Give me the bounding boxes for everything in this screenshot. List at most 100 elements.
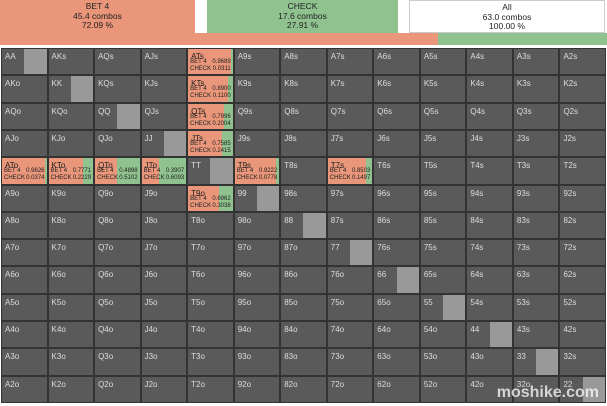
hand-cell: 63o	[373, 348, 420, 376]
check-fill	[116, 158, 140, 184]
hand-label: AQo	[5, 106, 22, 116]
strategy-row: CHECK 0.0374	[4, 175, 45, 181]
hand-cell: 53s	[512, 293, 560, 322]
hand-cell: A4s	[466, 48, 513, 76]
hand-label: 92s	[563, 188, 577, 198]
hand-cell: 93o	[233, 348, 281, 376]
hand-label: 52o	[423, 379, 438, 389]
hand-label: 84s	[470, 215, 484, 225]
hand-cell: K2o	[47, 375, 95, 403]
hand-cell: Q3o	[94, 348, 141, 376]
hand-label: K7s	[330, 79, 345, 89]
action-freq: 0.1497	[351, 175, 371, 182]
hand-cell: T6o	[187, 266, 234, 294]
hand-cell: A3o	[1, 348, 48, 376]
hand-label: 97o	[237, 243, 252, 253]
hand-cell: A7o	[1, 239, 48, 267]
hand-cell: 92o	[233, 375, 281, 403]
hand-cell: T4s	[466, 157, 513, 185]
hand-cell: 85o	[280, 293, 327, 322]
hand-cell: J3s	[512, 129, 560, 158]
hand-cell: 86s	[373, 211, 420, 240]
hand-label: 77	[330, 243, 340, 253]
hand-label: T9o	[191, 188, 205, 198]
action-freq: 0.7771	[72, 168, 92, 175]
hand-label: Q7s	[330, 106, 346, 116]
hand-label: 32o	[516, 379, 531, 389]
hand-cell: QJs	[140, 102, 188, 130]
hand-cell: K8s	[280, 75, 327, 103]
hand-cell: AA	[1, 48, 48, 76]
hand-cell: 43s	[512, 321, 560, 349]
hand-cell: T3o	[187, 348, 234, 376]
hand-cell: K4o	[47, 321, 95, 349]
hand-cell: KJo	[47, 129, 95, 158]
hand-cell: 95s	[419, 184, 467, 212]
action-label: BET 4	[329, 168, 347, 175]
hand-cell: 85s	[419, 211, 467, 240]
hand-label: 95o	[237, 297, 252, 307]
hand-cell: KQo	[47, 102, 95, 130]
hand-cell: T9o BET 4 0.6962 CHECK 0.3038	[187, 184, 234, 212]
summary-box: All 63.0 combos 100.00 %	[409, 0, 605, 33]
hand-cell: A2o	[1, 375, 48, 403]
hand-label: KTs	[191, 79, 205, 89]
hand-cell: 72o	[326, 375, 374, 403]
action-freq: 0.5102	[119, 175, 138, 182]
hand-cell: T4o	[187, 321, 234, 349]
hand-cell: 84o	[280, 321, 327, 349]
hand-label: 94s	[470, 188, 484, 198]
bet-fill	[141, 158, 159, 184]
hand-label: 44	[470, 325, 480, 335]
hand-label: A7o	[5, 243, 20, 253]
hand-cell: AKo	[1, 75, 48, 103]
hand-label: 75s	[423, 243, 437, 253]
hand-label: KTo	[51, 161, 66, 171]
pair-weight	[443, 294, 466, 321]
hand-cell: A6o	[1, 266, 48, 294]
hand-cell: J3o	[140, 348, 188, 376]
strategy-row: CHECK 0.2415	[190, 148, 231, 154]
hand-label: T8s	[284, 161, 298, 171]
hand-label: Q9o	[98, 188, 114, 198]
hand-label: KQs	[98, 79, 114, 89]
check-fill	[223, 103, 233, 129]
hand-label: QJo	[98, 133, 113, 143]
hand-cell: 98o	[233, 211, 281, 240]
hand-label: 42o	[470, 379, 484, 389]
hand-label: 84o	[284, 325, 298, 335]
bet-fill	[48, 158, 84, 184]
hand-label: A3o	[5, 352, 20, 362]
hand-cell: AJo	[1, 129, 48, 158]
hand-cell: J7s	[326, 129, 374, 158]
hand-cell: J6o	[140, 266, 188, 294]
strategy-row: BET 4 0.8503	[330, 168, 371, 174]
hand-label: J6s	[377, 133, 390, 143]
hand-label: Q7o	[98, 243, 114, 253]
hand-label: KJo	[51, 133, 66, 143]
hand-label: A4s	[470, 52, 485, 61]
hand-label: K9o	[51, 188, 66, 198]
hand-cell: 22	[559, 375, 606, 403]
action-label: BET 4	[236, 168, 254, 175]
hand-cell: QJo	[94, 129, 141, 158]
hand-label: T2o	[191, 379, 205, 389]
hand-label: JJ	[144, 133, 153, 143]
summary-percent: 27.91 %	[286, 20, 319, 30]
action-freq: 0.6093	[165, 175, 185, 182]
action-label: CHECK	[4, 175, 26, 182]
hand-cell: 73s	[512, 239, 560, 267]
hand-cell: 96s	[373, 184, 420, 212]
hand-label: T6o	[191, 270, 205, 280]
hand-cell: 65o	[373, 293, 420, 322]
hand-cell: T8o	[187, 211, 234, 240]
hand-label: T6s	[377, 161, 391, 171]
hand-label: QTs	[191, 106, 206, 116]
hand-label: 73o	[330, 352, 345, 362]
action-label: BET 4	[190, 140, 207, 147]
hand-label: T5o	[191, 297, 205, 307]
hand-cell: 86o	[280, 266, 327, 294]
hand-label: 54o	[423, 325, 438, 335]
hand-cell: T7o	[187, 239, 234, 267]
hand-label: 62s	[563, 270, 577, 280]
